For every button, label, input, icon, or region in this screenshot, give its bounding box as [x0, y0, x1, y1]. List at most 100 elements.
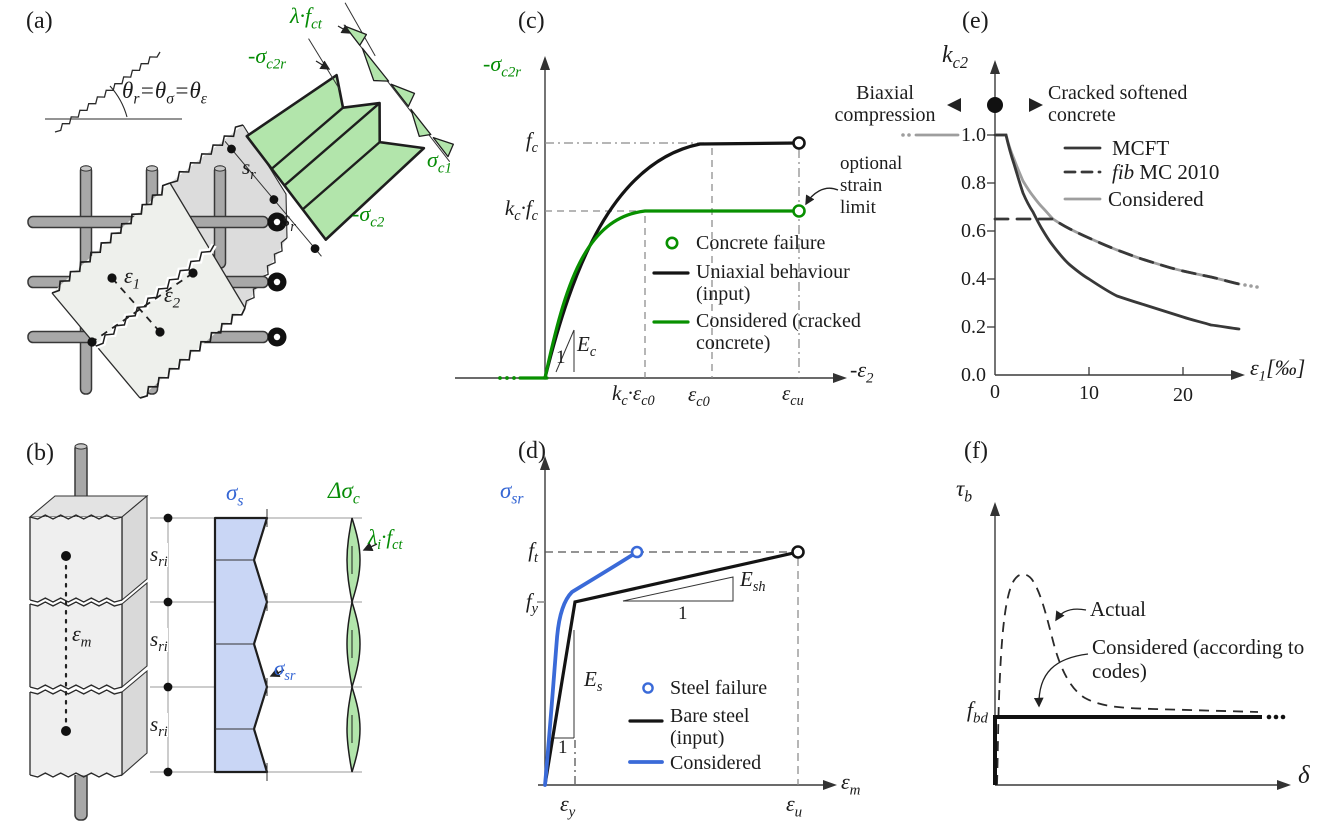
fbd-label: fbd: [966, 697, 988, 727]
optional-strain-limit-arrow: [805, 187, 839, 206]
panel-a-tag: (a): [26, 8, 53, 34]
c-x-axis-label: -ε2: [850, 357, 874, 387]
panel-b-tag: (b): [26, 440, 54, 466]
e-ytick-0.0: 0.0: [961, 364, 986, 386]
sigma-sr-arrow: [269, 668, 285, 677]
e-legend-mcft: MCFT: [1112, 136, 1170, 160]
mcft-curve: [993, 133, 1241, 331]
fc-label: fc: [525, 128, 538, 157]
sigma-c2r-arrow: [315, 60, 331, 70]
e-ytick-0.6: 0.6: [961, 220, 986, 242]
panel-c-chart: [455, 56, 847, 383]
delta-sigma-c-label: Δσc: [328, 478, 360, 508]
concrete-stress-diagram: [224, 2, 454, 257]
steel-failure-marker-bare: [791, 545, 805, 559]
Es-label: Es: [584, 667, 603, 696]
e-ytick-0.4: 0.4: [961, 268, 986, 290]
tension-chord-blocks: [28, 494, 149, 778]
eps-m-label: εm: [72, 621, 92, 651]
d-legend-considered: Considered: [670, 752, 762, 774]
left-arrowhead: [947, 98, 961, 112]
d-legend-steel-failure: Steel failure: [670, 677, 768, 699]
sigma-c2-profile: [245, 73, 426, 241]
f-y-axis-label: τb: [956, 476, 973, 506]
steel-stress-chords: [215, 509, 268, 781]
sigma-s-label: σs: [226, 480, 244, 510]
considered-steel-curve: [543, 550, 639, 787]
Esh-label: Esh: [740, 567, 766, 596]
crack-spacing-label-1: sr: [242, 155, 256, 184]
sigma-c1-label: σc1: [427, 147, 452, 177]
optional-strain-limit-note: optional strain limit: [840, 153, 903, 218]
e-ytick-0.2: 0.2: [961, 316, 986, 338]
ecu-tick-label: εcu: [782, 381, 804, 410]
d-x-axis-label: εm: [841, 769, 861, 799]
sigma-sr-label: σsr: [274, 656, 296, 685]
eps2-label: ε2: [164, 282, 181, 312]
considered-bond-curve: [993, 715, 1262, 785]
c-legend-uniaxial: Uniaxial behaviour (input): [696, 261, 850, 306]
fy-label: fy: [525, 589, 538, 618]
considered-concrete-curve: [543, 209, 801, 380]
actual-label-arrow: [1055, 608, 1087, 622]
concrete-stress-increment-profile: [346, 517, 361, 773]
e-legend-fib: fib MC 2010: [1112, 160, 1220, 185]
panel-d-tag: (d): [518, 438, 546, 464]
e-ytick-0.8: 0.8: [961, 172, 986, 194]
d-legend-bare-steel: Bare steel (input): [670, 705, 750, 750]
considered-label-arrow: [1033, 653, 1089, 708]
panel-f-tag: (f): [964, 438, 988, 464]
ft-label: ft: [528, 538, 538, 567]
s-ri-label-3: sri: [150, 712, 168, 741]
right-arrowhead: [1029, 98, 1043, 112]
kc-ec0-tick-label: kc·εc0: [612, 381, 655, 410]
sigma-c2-label: -σc2: [352, 201, 385, 231]
theta-label: θr=θσ=θε: [122, 78, 207, 108]
panel-d-chart: [537, 456, 837, 790]
panel-e-chart: [901, 60, 1259, 380]
eps-u-tick-label: εu: [786, 791, 803, 821]
Es-one-label: 1: [558, 737, 568, 758]
Esh-one-label: 1: [678, 603, 688, 624]
panel-e-tag: (e): [962, 8, 989, 34]
lambda-i-fct-label: λi·fct: [368, 525, 403, 554]
bare-steel-curve: [543, 550, 800, 787]
e-x-axis-label: ε1[‰]: [1250, 355, 1306, 385]
f-x-axis-label: δ: [1298, 762, 1310, 789]
d-y-axis-label: σsr: [500, 478, 524, 508]
Ec-label: Ec: [577, 332, 597, 361]
back-element-torn-edge: [244, 237, 288, 309]
Ec-one-label: 1: [556, 347, 566, 368]
fib-italic: fib: [1112, 160, 1135, 184]
panel-b-illustration: [28, 443, 378, 821]
steel-stress-profile: [213, 516, 269, 774]
concrete-failure-marker-considered: [792, 204, 806, 218]
actual-bond-curve: [996, 573, 1259, 786]
fib-rest: MC 2010: [1134, 160, 1220, 184]
s-ri-label-2: sri: [150, 627, 168, 656]
c-legend-concrete-failure: Concrete failure: [696, 232, 826, 254]
e-xtick-10: 10: [1079, 382, 1099, 404]
biaxial-point: [987, 97, 1003, 113]
e-legend-considered: Considered: [1108, 187, 1204, 211]
fib-mc2010-curve: [993, 217, 1241, 286]
ec0-tick-label: εc0: [688, 382, 710, 411]
e-xtick-20: 20: [1173, 384, 1193, 406]
crack-angle-arc: [109, 85, 128, 118]
c-y-axis-label: -σc2r: [483, 51, 522, 81]
eps1-label: ε1: [124, 263, 141, 293]
biaxial-compression-note: Biaxial compression: [834, 82, 936, 127]
lambda-fct-arrow: [337, 24, 352, 34]
s-ri-label-1: sri: [150, 542, 168, 571]
principal-strain-markers: [87, 268, 198, 347]
crack-spacing-label-2: sr: [282, 207, 296, 236]
e-xtick-0: 0: [990, 381, 1000, 403]
steel-failure-marker-considered: [630, 545, 644, 559]
concrete-failure-marker-input: [792, 136, 806, 150]
sigma-c1-axis: [343, 24, 451, 163]
lambda-i-fct-arrow: [362, 542, 378, 551]
concrete-front-element: [51, 182, 246, 399]
crack-edge: [169, 124, 244, 184]
c-legend-considered: Considered (cracked concrete): [696, 310, 861, 355]
